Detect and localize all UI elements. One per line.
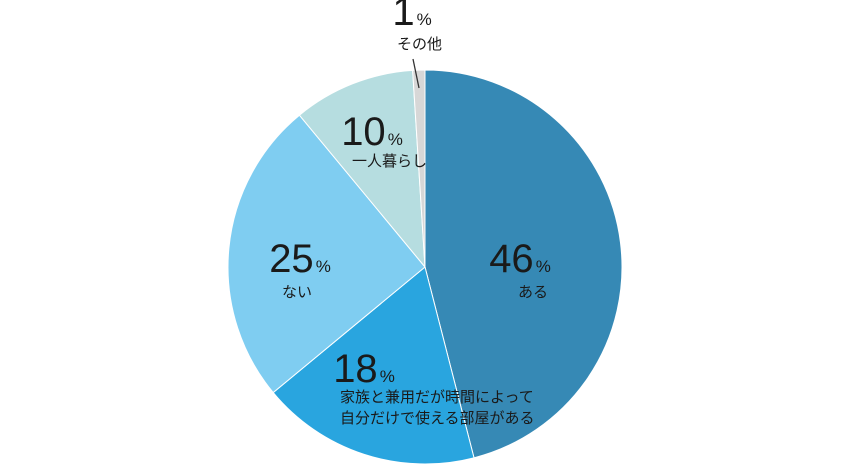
- slice-label-nai: ない: [282, 283, 312, 301]
- other-leader-line: [412, 58, 420, 89]
- slice-label-living-alone: 一人暮らし: [352, 152, 427, 170]
- slice-percent-other: 1%: [392, 0, 431, 34]
- pie-slice-nai: [227, 114, 426, 394]
- slice-label-shared-time: 自分だけで使える部屋がある: [340, 409, 535, 427]
- slice-percent-living-alone: 10%: [341, 110, 403, 154]
- slice-percent-ari: 46%: [489, 237, 551, 281]
- slice-label-other: その他: [397, 35, 442, 53]
- pie-slice-other: [412, 69, 426, 268]
- pie-slice-ari: [424, 69, 623, 459]
- slice-label-shared-time: 家族と兼用だが時間によって: [340, 388, 534, 406]
- slice-percent-nai: 25%: [269, 237, 331, 281]
- pie-slice-shared-time: [272, 266, 475, 465]
- pie-slice-living-alone: [298, 69, 426, 269]
- slice-percent-shared-time: 18%: [333, 347, 395, 391]
- pie-slices: [227, 69, 623, 465]
- slice-label-ari: ある: [518, 283, 548, 301]
